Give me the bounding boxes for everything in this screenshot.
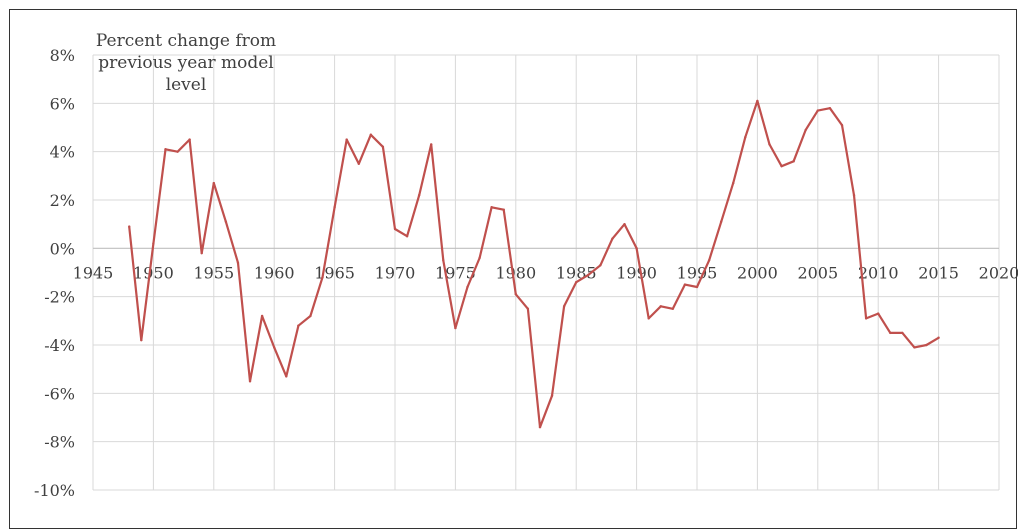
data-point	[599, 264, 602, 267]
x-tick-label: 1965	[314, 263, 355, 282]
y-tick-label: 4%	[50, 143, 75, 162]
data-point	[647, 317, 650, 320]
data-point	[768, 143, 771, 146]
data-point	[236, 261, 240, 265]
data-point	[248, 380, 252, 383]
data-point	[188, 138, 191, 141]
data-point	[877, 312, 880, 315]
data-point	[454, 326, 457, 330]
x-tick-label: 1960	[254, 263, 295, 282]
x-tick-label: 1980	[495, 263, 536, 282]
x-tick-label: 2015	[918, 263, 959, 282]
data-point	[707, 259, 711, 262]
data-point	[611, 237, 614, 240]
data-point	[719, 220, 723, 223]
x-tick-label: 1995	[677, 263, 718, 282]
data-point	[623, 222, 626, 226]
y-tick-label: -4%	[44, 336, 75, 355]
data-point	[514, 293, 517, 296]
data-point	[152, 242, 155, 245]
data-point	[297, 324, 300, 327]
data-point	[744, 135, 747, 139]
data-point	[840, 123, 844, 127]
data-point	[273, 346, 276, 349]
data-point	[128, 225, 131, 228]
y-tick-label: 6%	[50, 94, 75, 113]
data-point	[538, 425, 542, 429]
line-chart: 8% 6% 4% 2% 0% -2% -4% -6% -8% -10% 1945 1950 1955 19…	[34, 46, 1018, 500]
data-point	[937, 336, 940, 339]
data-point	[321, 276, 324, 279]
data-point	[333, 206, 336, 209]
y-axis-annotation: Percent change from previous year model …	[95, 30, 277, 96]
y-tick-label: -2%	[44, 288, 75, 307]
data-point	[852, 193, 856, 197]
data-point	[889, 331, 892, 335]
data-point	[140, 338, 143, 342]
data-point	[828, 106, 832, 110]
data-point	[925, 343, 928, 347]
x-tick-label: 1950	[133, 263, 174, 282]
data-point	[635, 247, 638, 250]
data-point	[285, 375, 288, 378]
data-point	[430, 143, 433, 146]
x-tick-label: 2000	[737, 263, 778, 282]
data-point	[864, 317, 868, 320]
data-point	[792, 160, 795, 163]
x-tick-label: 2020	[979, 263, 1018, 282]
data-point	[913, 346, 916, 349]
x-tick-label: 2010	[858, 263, 899, 282]
data-point	[212, 181, 215, 185]
data-point	[357, 162, 360, 165]
series-line	[128, 99, 940, 429]
data-point	[224, 220, 228, 223]
data-point	[575, 280, 578, 284]
x-tick-label: 2005	[797, 263, 838, 282]
y-tick-label: 0%	[50, 239, 75, 258]
data-point	[502, 208, 505, 211]
data-point	[260, 314, 264, 318]
data-point	[466, 285, 469, 289]
data-point	[417, 193, 421, 197]
data-point	[381, 145, 385, 149]
data-point	[478, 256, 481, 260]
data-point	[562, 305, 566, 308]
data-point	[442, 259, 445, 262]
x-tick-label: 1985	[556, 263, 597, 282]
data-point	[369, 133, 373, 136]
data-point	[164, 148, 167, 151]
data-point	[393, 227, 397, 231]
data-point	[780, 164, 783, 168]
data-point	[200, 251, 203, 255]
data-point	[671, 307, 675, 310]
data-point	[901, 331, 904, 335]
data-point	[804, 128, 807, 132]
data-point	[695, 285, 699, 289]
data-point	[659, 305, 662, 308]
y-tick-label: -10%	[34, 481, 75, 500]
data-point	[550, 394, 554, 397]
data-point	[587, 273, 590, 277]
data-point	[756, 99, 759, 103]
data-point	[732, 181, 735, 185]
y-tick-label: -6%	[44, 384, 75, 403]
y-tick-label: 2%	[50, 191, 75, 210]
data-point	[490, 206, 493, 209]
x-tick-label: 1970	[375, 263, 416, 282]
data-point	[176, 150, 179, 153]
x-tick-label: 1945	[73, 263, 114, 282]
annotation-line-3: level	[165, 75, 207, 95]
data-point	[526, 307, 530, 310]
data-point	[345, 138, 348, 141]
annotation-line-1: Percent change from	[95, 31, 277, 51]
data-point	[683, 283, 687, 286]
y-tick-label: -8%	[44, 433, 75, 452]
x-tick-label: 1955	[193, 263, 234, 282]
x-tick-label: 1990	[616, 263, 657, 282]
data-point	[405, 235, 409, 238]
data-point	[309, 314, 312, 318]
annotation-line-2: previous year model	[98, 53, 274, 73]
y-tick-label: 8%	[50, 46, 75, 65]
data-point	[816, 109, 819, 112]
